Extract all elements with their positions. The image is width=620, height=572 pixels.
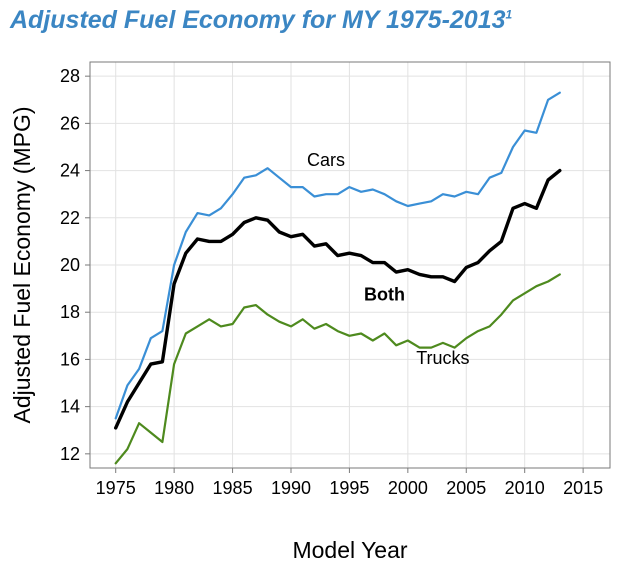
x-tick-label: 1975: [96, 478, 136, 498]
x-tick-label: 2015: [563, 478, 603, 498]
y-tick-label: 16: [60, 349, 80, 369]
y-tick-label: 22: [60, 208, 80, 228]
x-tick-label: 1990: [271, 478, 311, 498]
x-tick-label: 2010: [505, 478, 545, 498]
y-axis-ticks: 12 14 16 18 20 22 24 26 28: [60, 66, 90, 464]
y-tick-label: 18: [60, 302, 80, 322]
x-tick-label: 2000: [388, 478, 428, 498]
x-axis-ticks: 1975 1980 1985 1990 1995 2000 2005 2010 2015: [96, 468, 603, 498]
series-line-cars: [114, 91, 561, 420]
series-label-trucks: Trucks: [416, 348, 469, 368]
x-axis-title: Model Year: [292, 537, 407, 563]
y-tick-label: 20: [60, 255, 80, 275]
x-tick-label: 1995: [329, 478, 369, 498]
series-line-trucks: [114, 273, 561, 465]
series-label-cars: Cars: [307, 150, 345, 170]
x-tick-label: 1980: [154, 478, 194, 498]
grid-lines: [90, 62, 610, 468]
chart-title: Adjusted Fuel Economy for MY 1975-20131: [10, 6, 512, 35]
x-tick-label: 1985: [213, 478, 253, 498]
title-footnote-marker: 1: [505, 7, 513, 22]
y-tick-label: 26: [60, 113, 80, 133]
series-label-both: Both: [364, 284, 405, 304]
series-labels: Cars Both Trucks: [307, 150, 470, 368]
series-line-both: [113, 168, 562, 430]
y-tick-label: 14: [60, 397, 80, 417]
y-axis-title: Adjusted Fuel Economy (MPG): [9, 106, 35, 423]
x-tick-label: 2005: [446, 478, 486, 498]
series-lines: [113, 91, 562, 465]
chart-title-text: Adjusted Fuel Economy for MY 1975-2013: [10, 6, 506, 34]
y-tick-label: 12: [60, 444, 80, 464]
y-tick-label: 24: [60, 161, 80, 181]
y-tick-label: 28: [60, 66, 80, 86]
